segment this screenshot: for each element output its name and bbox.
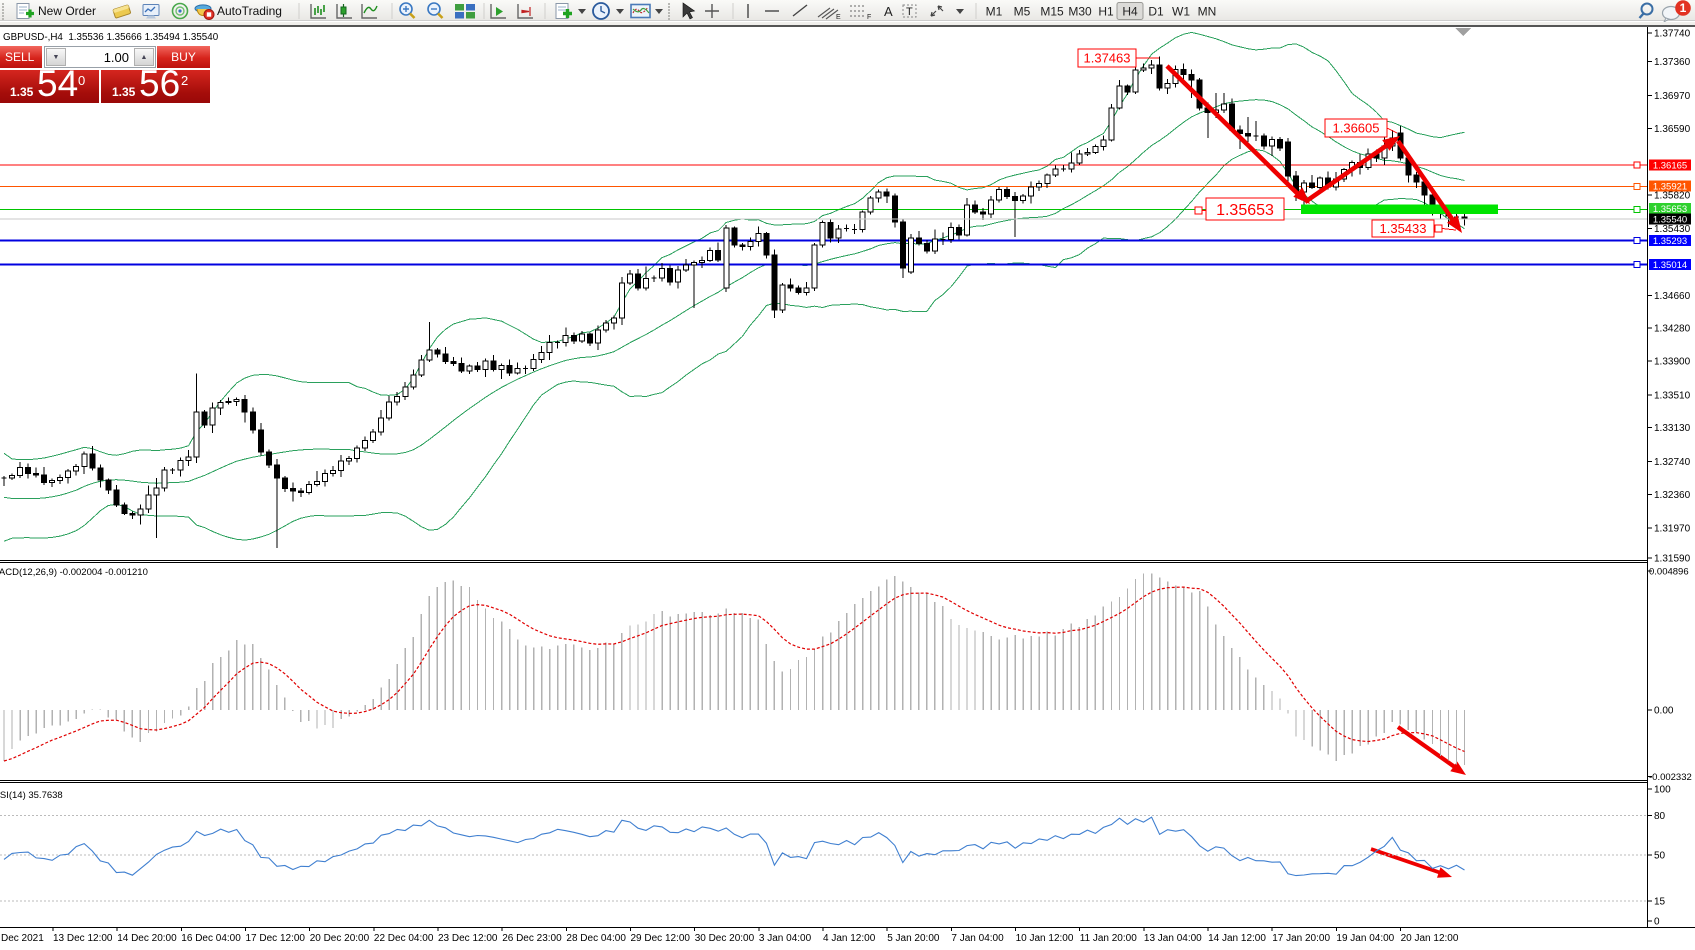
svg-text:1.36165: 1.36165 xyxy=(1653,161,1687,172)
svg-text:F: F xyxy=(867,14,871,21)
svg-text:1.31970: 1.31970 xyxy=(1654,524,1691,535)
svg-text:1.35430: 1.35430 xyxy=(1654,224,1691,235)
svg-text:RSI(14) 35.7638: RSI(14) 35.7638 xyxy=(0,790,63,801)
svg-text:W1: W1 xyxy=(1172,5,1190,19)
svg-text:1.35293: 1.35293 xyxy=(1653,236,1687,247)
svg-text:30 Dec 20:00: 30 Dec 20:00 xyxy=(695,933,755,944)
svg-text:1.35820: 1.35820 xyxy=(1654,190,1691,201)
svg-text:1.33130: 1.33130 xyxy=(1654,423,1691,434)
svg-text:1.32740: 1.32740 xyxy=(1654,457,1691,468)
svg-text:MN: MN xyxy=(1198,5,1217,19)
svg-text:14 Jan 12:00: 14 Jan 12:00 xyxy=(1208,933,1266,944)
svg-text:10 Jan 12:00: 10 Jan 12:00 xyxy=(1016,933,1074,944)
svg-text:29 Dec 12:00: 29 Dec 12:00 xyxy=(631,933,691,944)
svg-text:13 Jan 04:00: 13 Jan 04:00 xyxy=(1144,933,1202,944)
svg-text:1.35921: 1.35921 xyxy=(1653,182,1687,193)
svg-text:1.31590: 1.31590 xyxy=(1654,554,1691,565)
svg-text:New Order: New Order xyxy=(38,4,96,18)
svg-text:1.34660: 1.34660 xyxy=(1654,291,1691,302)
svg-text:1.35540: 1.35540 xyxy=(1653,215,1687,226)
svg-text:26 Dec 23:00: 26 Dec 23:00 xyxy=(502,933,562,944)
svg-text:11 Jan 20:00: 11 Jan 20:00 xyxy=(1080,933,1138,944)
svg-text:1.36970: 1.36970 xyxy=(1654,91,1691,102)
svg-text:4 Jan 12:00: 4 Jan 12:00 xyxy=(823,933,876,944)
svg-text:T: T xyxy=(906,6,913,18)
svg-text:1.32360: 1.32360 xyxy=(1654,490,1691,501)
svg-text:1.35014: 1.35014 xyxy=(1653,260,1687,271)
svg-text:0.00: 0.00 xyxy=(1654,706,1674,717)
svg-text:1: 1 xyxy=(1680,1,1687,15)
svg-text:1.37360: 1.37360 xyxy=(1654,57,1691,68)
svg-text:1.37740: 1.37740 xyxy=(1654,29,1691,40)
svg-text:20 Dec 20:00: 20 Dec 20:00 xyxy=(310,933,370,944)
svg-text:1.35653: 1.35653 xyxy=(1653,204,1687,215)
svg-text:-0.002332: -0.002332 xyxy=(1649,772,1692,783)
svg-text:M30: M30 xyxy=(1068,5,1092,19)
svg-text:1.33900: 1.33900 xyxy=(1654,357,1691,368)
svg-text:20 Jan 12:00: 20 Jan 12:00 xyxy=(1401,933,1459,944)
svg-text:E: E xyxy=(836,14,841,21)
svg-text:14 Dec 20:00: 14 Dec 20:00 xyxy=(117,933,177,944)
svg-text:1.35433: 1.35433 xyxy=(1380,221,1427,236)
svg-text:Dec 2021: Dec 2021 xyxy=(1,933,44,944)
svg-text:19 Jan 04:00: 19 Jan 04:00 xyxy=(1336,933,1394,944)
svg-text:22 Dec 04:00: 22 Dec 04:00 xyxy=(374,933,434,944)
svg-text:MACD(12,26,9) -0.002004 -0.001: MACD(12,26,9) -0.002004 -0.001210 xyxy=(0,567,148,578)
svg-text:0: 0 xyxy=(1654,917,1660,928)
svg-text:80: 80 xyxy=(1654,811,1666,822)
svg-text:H4: H4 xyxy=(1122,5,1138,19)
svg-text:3 Jan 04:00: 3 Jan 04:00 xyxy=(759,933,812,944)
svg-text:15: 15 xyxy=(1654,897,1666,908)
svg-text:16 Dec 04:00: 16 Dec 04:00 xyxy=(181,933,241,944)
svg-text:M5: M5 xyxy=(1014,5,1031,19)
svg-text:1.36605: 1.36605 xyxy=(1333,121,1380,136)
svg-text:17 Dec 12:00: 17 Dec 12:00 xyxy=(246,933,306,944)
svg-text:1.36590: 1.36590 xyxy=(1654,124,1691,135)
svg-text:13 Dec 12:00: 13 Dec 12:00 xyxy=(53,933,113,944)
svg-text:A: A xyxy=(884,4,893,19)
svg-text:100: 100 xyxy=(1654,785,1671,796)
svg-text:7 Jan 04:00: 7 Jan 04:00 xyxy=(951,933,1004,944)
svg-text:GBPUSD-,H4 1.35536 1.35666 1.: GBPUSD-,H4 1.35536 1.35666 1.35494 1.355… xyxy=(3,32,219,43)
svg-text:50: 50 xyxy=(1654,851,1666,862)
svg-text:1.35653: 1.35653 xyxy=(1216,202,1274,219)
svg-text:AutoTrading: AutoTrading xyxy=(217,4,282,18)
svg-text:M1: M1 xyxy=(986,5,1003,19)
svg-text:1.33510: 1.33510 xyxy=(1654,390,1691,401)
svg-text:H1: H1 xyxy=(1098,5,1114,19)
svg-text:23 Dec 12:00: 23 Dec 12:00 xyxy=(438,933,498,944)
svg-text:1.34280: 1.34280 xyxy=(1654,324,1691,335)
svg-text:1.37463: 1.37463 xyxy=(1084,51,1131,66)
svg-text:5 Jan 20:00: 5 Jan 20:00 xyxy=(887,933,940,944)
svg-text:M15: M15 xyxy=(1040,5,1064,19)
svg-text:28 Dec 04:00: 28 Dec 04:00 xyxy=(566,933,626,944)
svg-text:17 Jan 20:00: 17 Jan 20:00 xyxy=(1272,933,1330,944)
svg-text:D1: D1 xyxy=(1148,5,1164,19)
svg-text:0.004896: 0.004896 xyxy=(1649,567,1689,578)
